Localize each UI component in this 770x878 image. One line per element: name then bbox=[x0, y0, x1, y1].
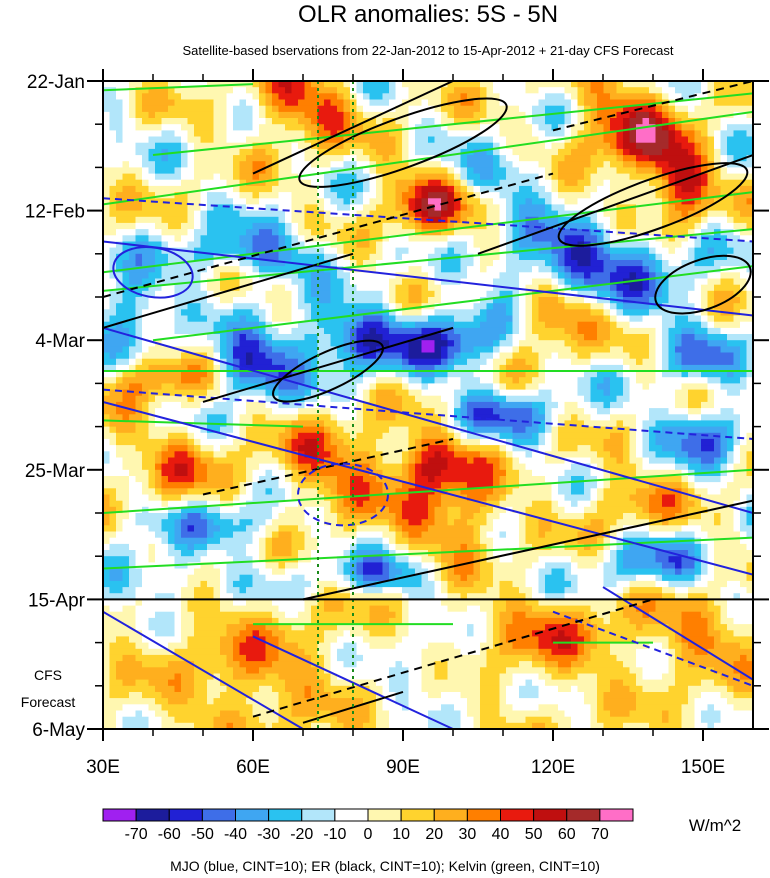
colorbar-swatch bbox=[168, 808, 203, 822]
colorbar-swatch bbox=[466, 808, 501, 822]
colorbar-swatch bbox=[500, 808, 535, 822]
colorbar-label: -10 bbox=[323, 826, 346, 843]
x-axis: 30E 60E 90E 120E 150E bbox=[86, 69, 725, 778]
colorbar-swatch bbox=[334, 808, 369, 822]
colorbar-swatch bbox=[367, 808, 402, 822]
chart-footer: MJO (blue, CINT=10); ER (black, CINT=10)… bbox=[170, 858, 600, 874]
y-tick-label: 15-Apr bbox=[28, 590, 86, 611]
x-tick-label: 120E bbox=[531, 757, 575, 778]
y-tick-label: 25-Mar bbox=[25, 461, 86, 482]
colorbar-swatch bbox=[135, 808, 170, 822]
colorbar-swatch bbox=[566, 808, 601, 822]
x-tick-label: 30E bbox=[86, 757, 120, 778]
colorbar-swatch bbox=[268, 808, 303, 822]
y-tick-label: 6-May bbox=[32, 720, 85, 741]
colorbar-label: -70 bbox=[125, 826, 148, 843]
colorbar-swatch bbox=[533, 808, 568, 822]
colorbar-swatch bbox=[301, 808, 336, 822]
colorbar-swatch bbox=[400, 808, 435, 822]
colorbar: -70 -60 -50 -40 -30 -20 -10 0 10 20 30 40 50 60 70 bbox=[102, 808, 634, 843]
colorbar-label: 20 bbox=[425, 826, 443, 843]
colorbar-label: -20 bbox=[290, 826, 313, 843]
colorbar-label: -60 bbox=[158, 826, 181, 843]
colorbar-swatch bbox=[599, 808, 634, 822]
chart-subtitle: Satellite-based bservations from 22-Jan-… bbox=[182, 43, 673, 58]
colorbar-swatch bbox=[102, 808, 137, 822]
y-tick-label: 12-Feb bbox=[25, 202, 85, 223]
plot-border bbox=[102, 80, 754, 730]
reference-lines bbox=[317, 81, 354, 729]
colorbar-label: 30 bbox=[458, 826, 476, 843]
x-tick-label: 90E bbox=[386, 757, 420, 778]
y-axis: 22-Jan 12-Feb 4-Mar 25-Mar 15-Apr 6-May bbox=[25, 72, 769, 741]
colorbar-label: 70 bbox=[591, 826, 609, 843]
colorbar-units: W/m^2 bbox=[689, 816, 741, 835]
colorbar-label: 0 bbox=[364, 826, 373, 843]
colorbar-label: 50 bbox=[525, 826, 543, 843]
colorbar-label: -40 bbox=[224, 826, 247, 843]
forecast-label-line1: CFS bbox=[34, 667, 62, 683]
colorbar-label: 60 bbox=[558, 826, 576, 843]
forecast-label-line2: Forecast bbox=[21, 694, 76, 710]
colorbar-swatch bbox=[201, 808, 236, 822]
x-tick-label: 60E bbox=[236, 757, 270, 778]
colorbar-label: 40 bbox=[492, 826, 510, 843]
colorbar-swatch bbox=[433, 808, 468, 822]
y-tick-label: 4-Mar bbox=[35, 331, 85, 352]
wave-filter-contours bbox=[103, 81, 753, 729]
x-tick-label: 150E bbox=[681, 757, 725, 778]
colorbar-label: -50 bbox=[191, 826, 214, 843]
olr-anomaly-field bbox=[103, 81, 753, 729]
y-tick-label: 22-Jan bbox=[27, 72, 85, 93]
colorbar-swatch bbox=[235, 808, 270, 822]
colorbar-label: -30 bbox=[257, 826, 280, 843]
chart-title: OLR anomalies: 5S - 5N bbox=[298, 1, 558, 28]
plot-frame bbox=[102, 80, 754, 730]
colorbar-label: 10 bbox=[392, 826, 410, 843]
